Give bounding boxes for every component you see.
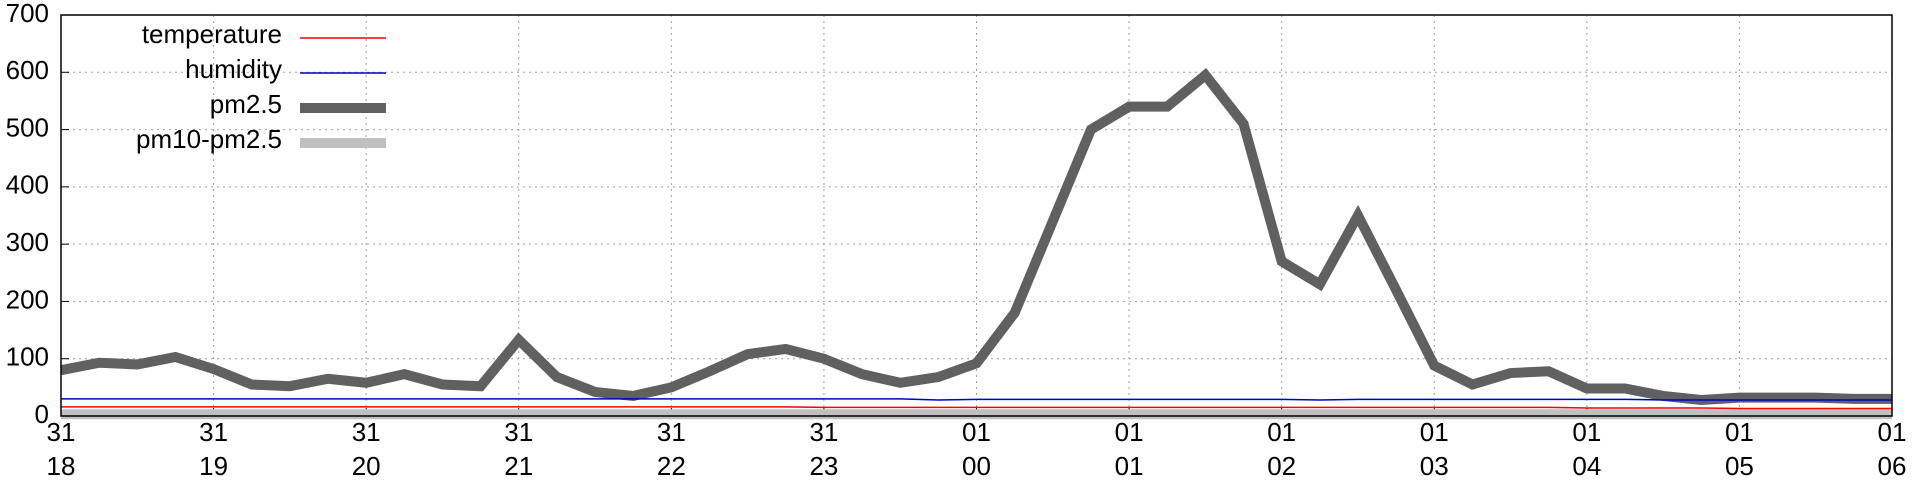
legend-label: pm10-pm2.5 bbox=[136, 124, 282, 154]
x-tick-label: 01 bbox=[1572, 417, 1601, 447]
x-tick-label: 31 bbox=[352, 417, 381, 447]
x-tick-label: 21 bbox=[504, 451, 533, 480]
y-tick-label: 100 bbox=[6, 342, 49, 372]
x-tick-label: 19 bbox=[199, 451, 228, 480]
series-line bbox=[61, 406, 1892, 410]
x-tick-label: 31 bbox=[199, 417, 228, 447]
y-tick-label: 600 bbox=[6, 55, 49, 85]
x-tick-label: 22 bbox=[657, 451, 686, 480]
series-line bbox=[60, 68, 1892, 405]
x-tick-label: 01 bbox=[1420, 417, 1449, 447]
x-tick-label: 23 bbox=[809, 451, 838, 480]
series-line bbox=[61, 398, 1892, 401]
x-tick-label: 02 bbox=[1267, 451, 1296, 480]
x-tick-label: 01 bbox=[1115, 451, 1144, 480]
x-tick-label: 18 bbox=[47, 451, 76, 480]
x-tick-label: 31 bbox=[809, 417, 838, 447]
x-tick-label: 01 bbox=[1115, 417, 1144, 447]
x-tick-label: 01 bbox=[1725, 417, 1754, 447]
x-tick-label: 31 bbox=[47, 417, 76, 447]
x-tick-label: 04 bbox=[1572, 451, 1601, 480]
x-tick-label: 01 bbox=[1267, 417, 1296, 447]
y-tick-label: 300 bbox=[6, 227, 49, 257]
y-tick-label: 200 bbox=[6, 284, 49, 314]
y-tick-label: 500 bbox=[6, 112, 49, 142]
x-tick-label: 05 bbox=[1725, 451, 1754, 480]
x-tick-label: 00 bbox=[962, 451, 991, 480]
x-tick-label: 31 bbox=[504, 417, 533, 447]
y-tick-label: 700 bbox=[6, 0, 49, 28]
plot-border bbox=[60, 14, 1893, 417]
y-tick-label: 400 bbox=[6, 170, 49, 200]
x-tick-label: 06 bbox=[1878, 451, 1907, 480]
x-tick-label: 01 bbox=[962, 417, 991, 447]
x-tick-label: 20 bbox=[352, 451, 381, 480]
y-tick-label: 0 bbox=[35, 399, 49, 429]
legend-label: temperature bbox=[142, 19, 282, 49]
legend-label: humidity bbox=[185, 54, 282, 84]
x-tick-label: 01 bbox=[1878, 417, 1907, 447]
x-tick-label: 31 bbox=[657, 417, 686, 447]
x-tick-label: 03 bbox=[1420, 451, 1449, 480]
legend-label: pm2.5 bbox=[210, 89, 282, 119]
